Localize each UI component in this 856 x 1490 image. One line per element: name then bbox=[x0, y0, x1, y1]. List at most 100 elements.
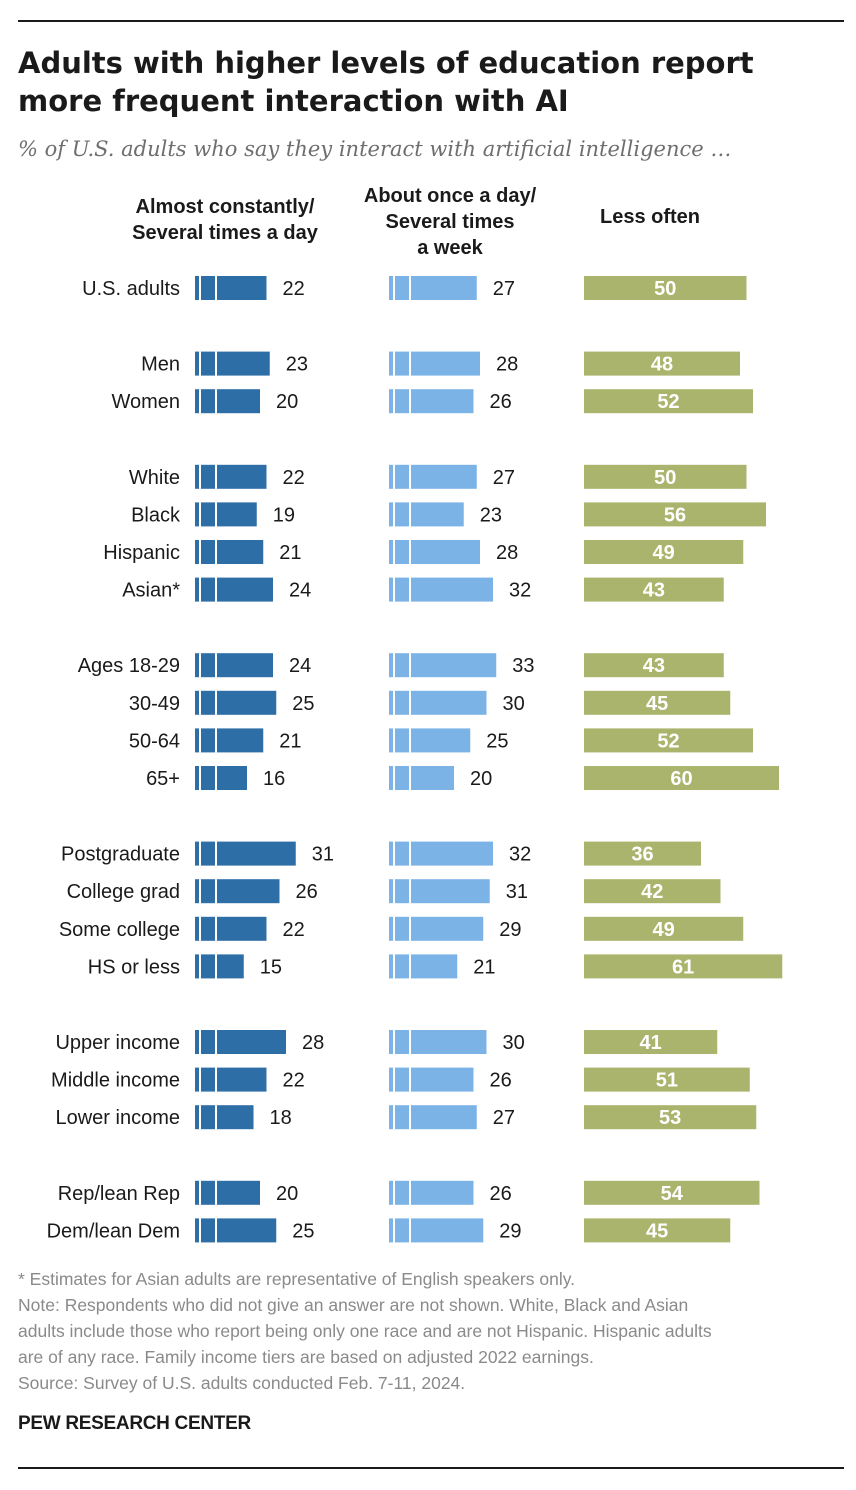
bar-frequent-middle-income bbox=[195, 1067, 267, 1092]
value-label-less-often-u-s-adults: 50 bbox=[654, 278, 676, 300]
row-label-65: 65+ bbox=[146, 768, 180, 790]
bar-less-often-lower-income bbox=[584, 1105, 757, 1130]
bar-divider bbox=[409, 728, 411, 753]
chart-title: Adults with higher levels of education r… bbox=[18, 46, 754, 118]
bar-daily-middle-income bbox=[389, 1067, 474, 1092]
bar-frequent-dem-lean-dem bbox=[195, 1218, 277, 1243]
bar-frequent-black bbox=[195, 502, 257, 527]
bar-divider bbox=[199, 540, 201, 564]
bar-less-often-30-49 bbox=[584, 690, 731, 715]
value-label-frequent-college-grad: 26 bbox=[296, 881, 318, 903]
bar-less-often-some-college bbox=[584, 916, 744, 941]
value-label-frequent-rep-lean-rep: 20 bbox=[276, 1183, 298, 1205]
bar-divider bbox=[393, 766, 395, 790]
bar-frequent-50-64 bbox=[195, 728, 264, 753]
bar-divider bbox=[199, 464, 201, 489]
bar-daily-hispanic bbox=[389, 540, 480, 564]
bar-divider bbox=[393, 690, 395, 715]
value-label-frequent-postgraduate: 31 bbox=[312, 844, 334, 866]
bar-less-often-hispanic bbox=[584, 540, 744, 564]
bar-divider bbox=[215, 728, 217, 753]
value-label-daily-black: 23 bbox=[480, 504, 502, 526]
bar-divider bbox=[199, 577, 201, 602]
column-header-daily-line-3: a week bbox=[417, 237, 483, 259]
value-label-less-often-lower-income: 53 bbox=[659, 1107, 681, 1129]
column-header-frequent-line-2: Several times a day bbox=[132, 222, 318, 244]
bar-frequent-rep-lean-rep bbox=[195, 1180, 260, 1205]
bar-divider bbox=[215, 879, 217, 904]
bar-divider bbox=[199, 502, 201, 527]
value-label-frequent-some-college: 22 bbox=[283, 919, 305, 941]
bar-daily-lower-income bbox=[389, 1105, 477, 1130]
value-label-frequent-ages-18-29: 24 bbox=[289, 655, 311, 677]
value-label-less-often-black: 56 bbox=[664, 504, 686, 526]
bar-frequent-lower-income bbox=[195, 1105, 254, 1130]
value-label-frequent-lower-income: 18 bbox=[270, 1107, 292, 1129]
bar-divider bbox=[409, 276, 411, 300]
bar-frequent-u-s-adults bbox=[195, 276, 267, 300]
bar-less-often-women bbox=[584, 389, 753, 414]
bar-less-often-hs-or-less bbox=[584, 954, 783, 979]
value-label-less-often-postgraduate: 36 bbox=[631, 844, 653, 866]
value-label-less-often-30-49: 45 bbox=[646, 693, 668, 715]
bar-divider bbox=[409, 1105, 411, 1130]
bar-divider bbox=[199, 653, 201, 678]
value-label-frequent-u-s-adults: 22 bbox=[283, 278, 305, 300]
value-label-frequent-asian: 24 bbox=[289, 580, 311, 602]
org-name: PEW RESEARCH CENTER bbox=[18, 1413, 251, 1434]
bar-divider bbox=[409, 351, 411, 376]
row-label-rep-lean-rep: Rep/lean Rep bbox=[58, 1183, 180, 1205]
bar-divider bbox=[393, 1105, 395, 1130]
bar-daily-dem-lean-dem bbox=[389, 1218, 484, 1243]
bar-divider bbox=[199, 389, 201, 414]
bar-divider bbox=[409, 879, 411, 904]
bar-divider bbox=[393, 351, 395, 376]
bar-divider bbox=[215, 766, 217, 790]
bar-divider bbox=[409, 389, 411, 414]
bar-divider bbox=[199, 1218, 201, 1243]
value-label-frequent-dem-lean-dem: 25 bbox=[292, 1220, 314, 1242]
value-label-less-often-asian: 43 bbox=[643, 580, 665, 602]
chart-subtitle: % of U.S. adults who say they interact w… bbox=[18, 137, 732, 161]
value-label-less-often-college-grad: 42 bbox=[641, 881, 663, 903]
value-label-frequent-black: 19 bbox=[273, 504, 295, 526]
bar-daily-some-college bbox=[389, 916, 484, 941]
value-label-daily-lower-income: 27 bbox=[493, 1107, 515, 1129]
bar-frequent-asian bbox=[195, 577, 273, 602]
bar-divider bbox=[409, 540, 411, 564]
bar-daily-college-grad bbox=[389, 879, 490, 904]
bar-daily-hs-or-less bbox=[389, 954, 458, 979]
bar-divider bbox=[393, 540, 395, 564]
bar-daily-white bbox=[389, 464, 477, 489]
bar-divider bbox=[409, 916, 411, 941]
bar-divider bbox=[215, 1105, 217, 1130]
bar-frequent-ages-18-29 bbox=[195, 653, 273, 678]
value-label-less-often-50-64: 52 bbox=[657, 730, 679, 752]
row-label-lower-income: Lower income bbox=[55, 1107, 180, 1129]
row-label-upper-income: Upper income bbox=[55, 1032, 180, 1054]
bar-less-often-dem-lean-dem bbox=[584, 1218, 731, 1243]
value-label-less-often-men: 48 bbox=[651, 354, 673, 376]
bar-divider bbox=[393, 464, 395, 489]
value-label-less-often-65: 60 bbox=[670, 768, 692, 790]
value-label-less-often-rep-lean-rep: 54 bbox=[661, 1183, 684, 1205]
bar-less-often-asian bbox=[584, 577, 724, 602]
bar-less-often-white bbox=[584, 464, 747, 489]
value-label-frequent-men: 23 bbox=[286, 354, 308, 376]
bar-frequent-30-49 bbox=[195, 690, 277, 715]
bar-divider bbox=[215, 1030, 217, 1054]
note-line: adults include those who report being on… bbox=[18, 1321, 712, 1341]
note-line: Note: Respondents who did not give an an… bbox=[18, 1295, 689, 1315]
bar-divider bbox=[215, 464, 217, 489]
source-note: Source: Survey of U.S. adults conducted … bbox=[18, 1373, 466, 1393]
bar-less-often-ages-18-29 bbox=[584, 653, 724, 678]
row-label-50-64: 50-64 bbox=[129, 730, 180, 752]
value-label-frequent-30-49: 25 bbox=[292, 693, 314, 715]
bar-daily-women bbox=[389, 389, 474, 414]
bar-daily-50-64 bbox=[389, 728, 471, 753]
bar-daily-rep-lean-rep bbox=[389, 1180, 474, 1205]
row-label-postgraduate: Postgraduate bbox=[61, 844, 180, 866]
value-label-daily-65: 20 bbox=[470, 768, 492, 790]
value-label-less-often-hispanic: 49 bbox=[653, 542, 675, 564]
row-label-dem-lean-dem: Dem/lean Dem bbox=[47, 1220, 180, 1242]
